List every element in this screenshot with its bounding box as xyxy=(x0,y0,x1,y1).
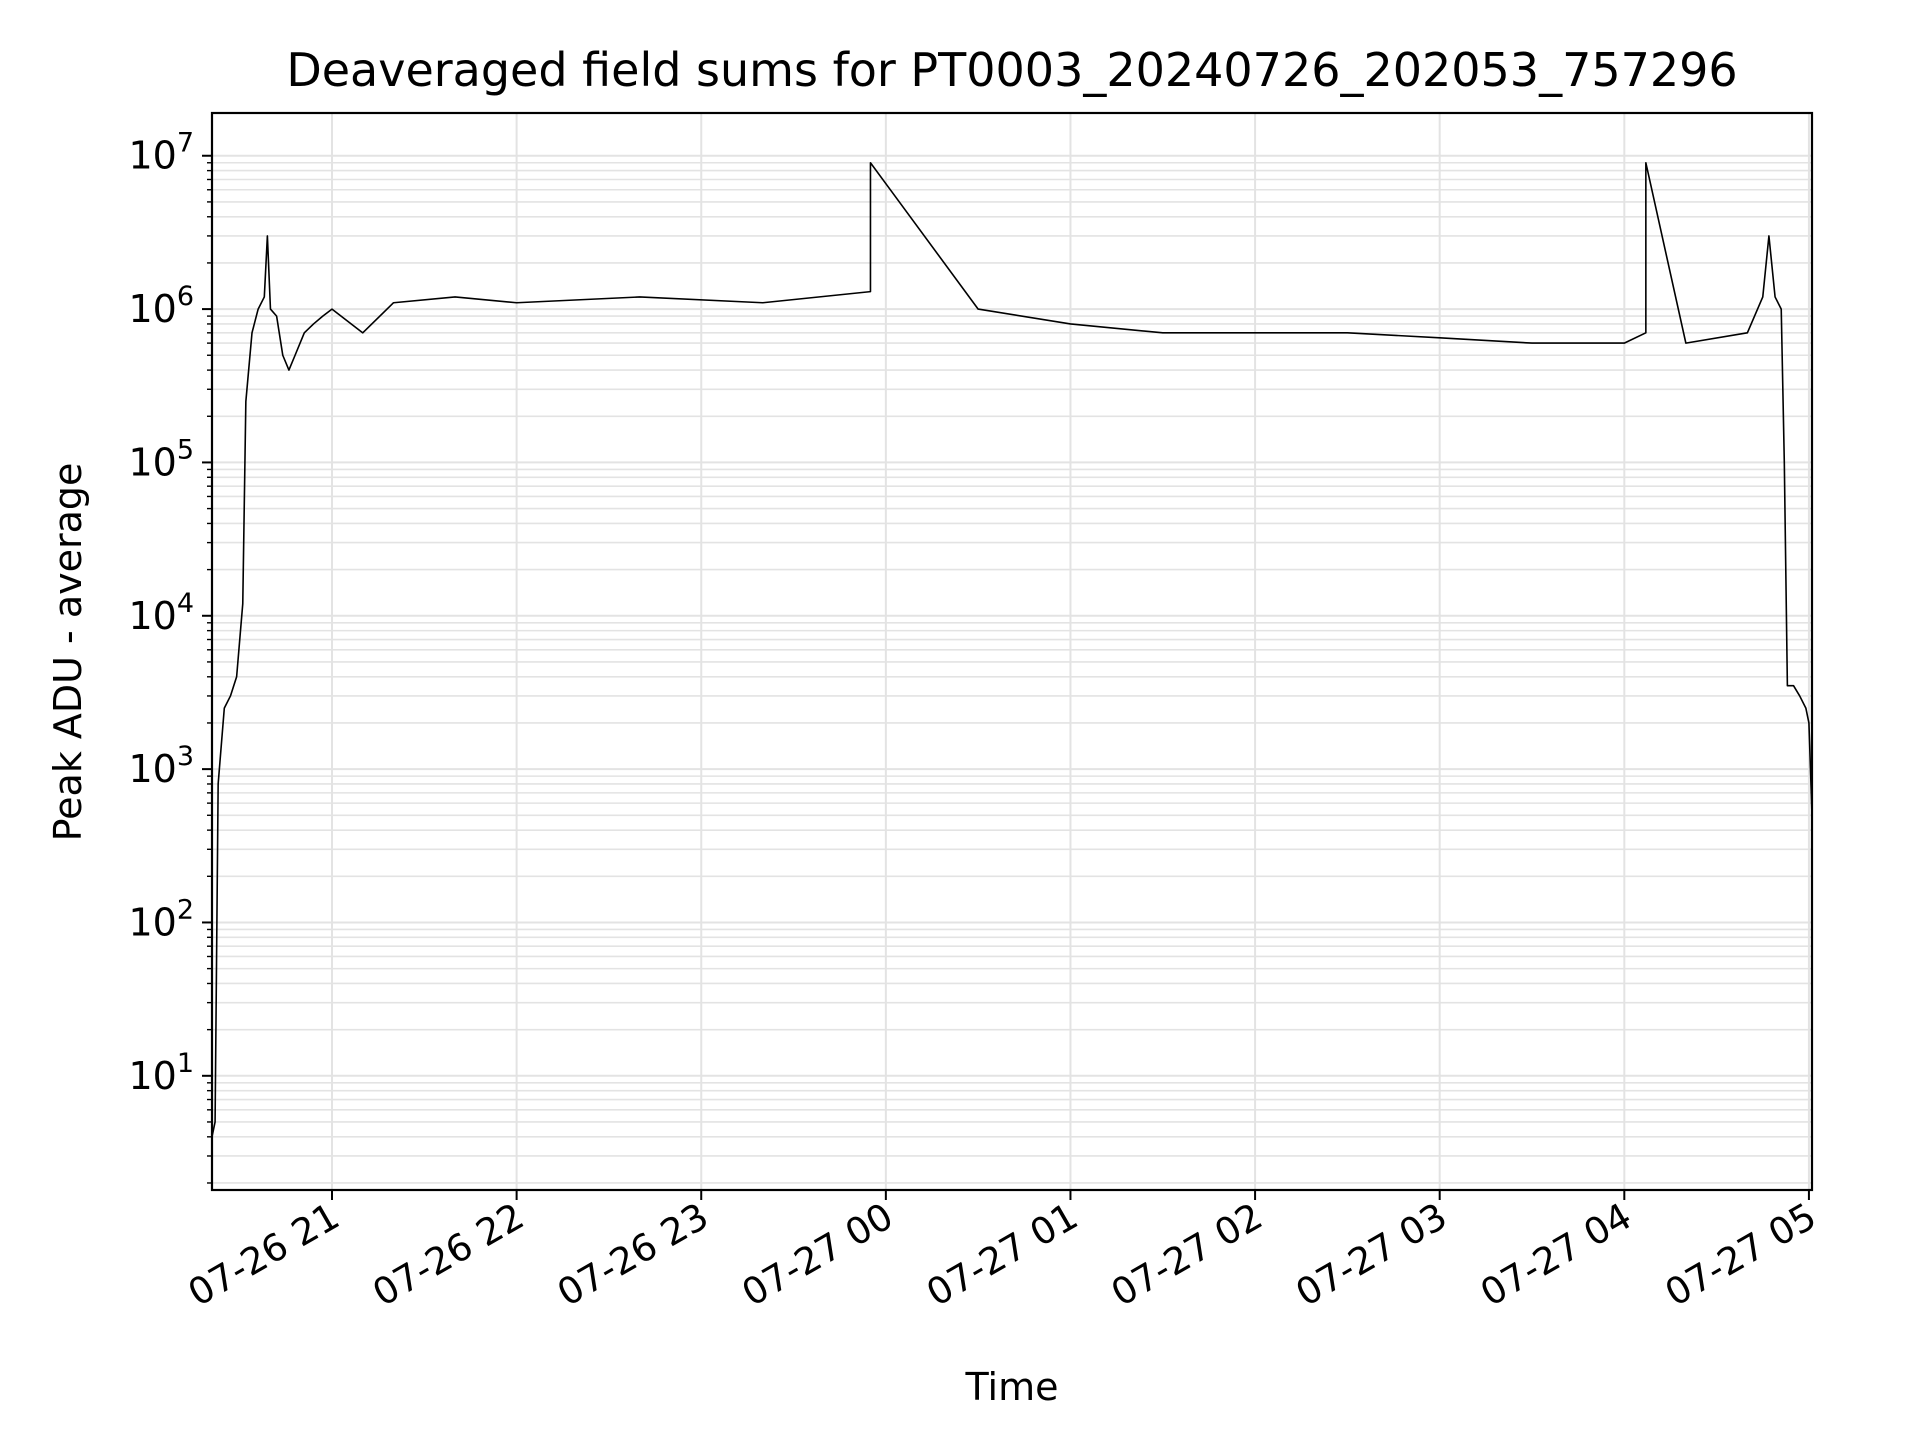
y-tick-exponent: 7 xyxy=(177,128,194,159)
y-tick-label: 101 xyxy=(128,1048,194,1098)
y-tick-exponent: 3 xyxy=(177,741,194,772)
series-line xyxy=(211,161,1813,1137)
series-layer xyxy=(211,161,1813,1137)
y-tick-exponent: 5 xyxy=(177,434,194,465)
y-tick-base: 10 xyxy=(128,440,176,484)
y-tick-base: 10 xyxy=(128,901,176,945)
plot-frame xyxy=(210,111,1814,1192)
y-tick-label: 106 xyxy=(128,281,194,331)
y-tick-exponent: 6 xyxy=(177,281,194,312)
y-tick-base: 10 xyxy=(128,134,176,178)
y-tick-base: 10 xyxy=(128,287,176,331)
y-tick-base: 10 xyxy=(128,1054,176,1098)
x-axis-label: Time xyxy=(965,1365,1059,1409)
y-tick-label: 104 xyxy=(128,588,194,638)
y-tick-label: 102 xyxy=(128,895,194,945)
grid xyxy=(212,113,1812,1190)
y-tick-exponent: 4 xyxy=(177,588,194,619)
y-tick-label: 105 xyxy=(128,434,194,484)
y-axis-label: Peak ADU - average xyxy=(46,463,90,842)
y-tick-label: 103 xyxy=(128,741,194,791)
y-tick-label: 107 xyxy=(128,128,194,178)
y-tick-base: 10 xyxy=(128,594,176,638)
chart-title: Deaveraged field sums for PT0003_2024072… xyxy=(286,43,1737,97)
y-tick-exponent: 1 xyxy=(177,1048,194,1079)
y-tick-base: 10 xyxy=(128,747,176,791)
y-tick-exponent: 2 xyxy=(177,895,194,926)
